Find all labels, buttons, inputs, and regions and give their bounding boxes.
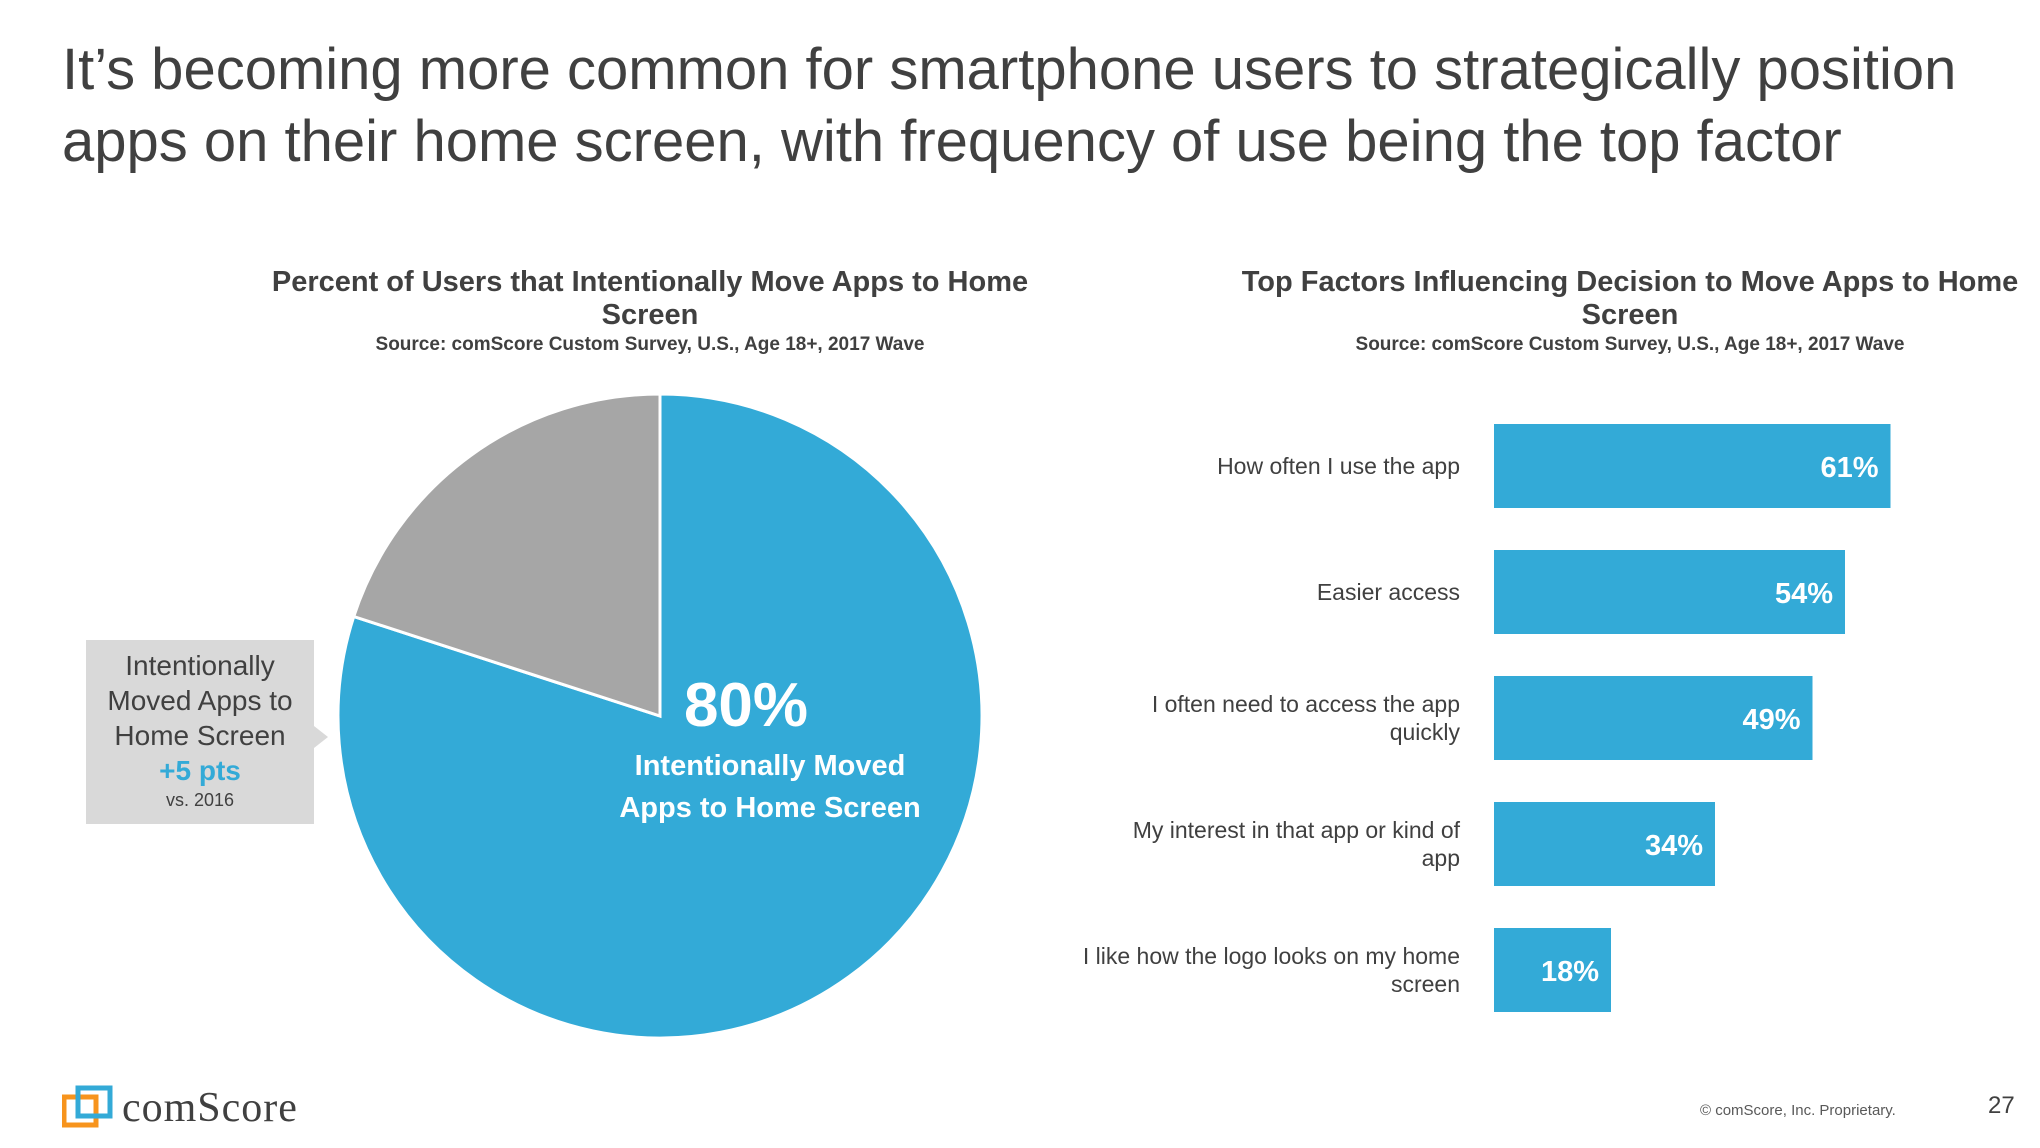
callout-compare: vs. 2016 (165, 790, 235, 810)
pie-big-value: 80% (684, 671, 808, 740)
bar-0 (1494, 424, 1891, 508)
callout-delta: +5 pts (159, 755, 241, 786)
bar-value-label-3: 34% (1645, 830, 1703, 862)
pie-chart (336, 392, 984, 1040)
pie-big-label-line1: Intentionally Moved (635, 750, 906, 782)
bar-2 (1494, 676, 1813, 760)
comscore-logo-text: comScore (122, 1085, 298, 1131)
callout-box: Intentionally Moved Apps to Home Screen … (86, 640, 314, 824)
bar-chart-header: Top Factors Influencing Decision to Move… (1210, 266, 2040, 358)
bar-value-label-1: 54% (1775, 578, 1833, 610)
comscore-logo-icon (62, 1085, 113, 1128)
bar-value-label-0: 61% (1820, 452, 1878, 484)
bar-value-label-2: 49% (1742, 704, 1800, 736)
bar-category-label-3: My interest in that app or kind of app (1133, 817, 1461, 871)
callout-line1: Intentionally (125, 650, 275, 681)
bar-4 (1494, 928, 1611, 1012)
bar-category-label-2: I often need to access the app quickly (1152, 691, 1461, 745)
slide-title: It’s becoming more common for smartphone… (62, 37, 1957, 174)
bar-1 (1494, 550, 1845, 634)
pie-chart-source: Source: comScore Custom Survey, U.S., Ag… (375, 334, 925, 355)
bar-chart: 61% How often I use the app 54% Easier acce… (1083, 424, 1891, 1012)
pie-chart-title: Percent of Users that Intentionally Move… (271, 266, 1029, 331)
callout-line2: Moved Apps to (107, 685, 293, 716)
callout-line3: Home Screen (114, 720, 286, 751)
pie-big-label-line2: Apps to Home Screen (619, 792, 920, 824)
page-number: 27 (1988, 1092, 2015, 1119)
pie-chart-header: Percent of Users that Intentionally Move… (230, 266, 1070, 358)
bar-chart-source: Source: comScore Custom Survey, U.S., Ag… (1355, 334, 1905, 355)
callout-pointer (314, 726, 328, 748)
bar-chart-title: Top Factors Influencing Decision to Move… (1241, 266, 2019, 331)
bar-category-label-1: Easier access (1317, 579, 1460, 605)
bar-category-label-0: How often I use the app (1217, 453, 1460, 479)
copyright-notice: © comScore, Inc. Proprietary. (1700, 1102, 1896, 1119)
bar-category-label-4: I like how the logo looks on my home scre… (1083, 943, 1460, 997)
bar-3 (1494, 802, 1715, 886)
pie-slice-1 (351, 392, 662, 719)
bar-value-label-4: 18% (1541, 956, 1599, 988)
